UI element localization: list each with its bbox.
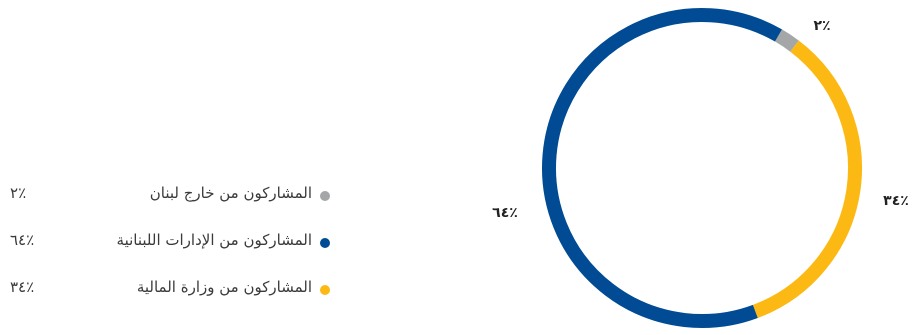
legend-label: المشاركون من خارج لبنان [149, 184, 312, 202]
donut-slice-1 [752, 40, 862, 318]
legend-dot-gray [320, 191, 330, 201]
legend-label: المشاركون من وزارة المالية [136, 278, 312, 296]
legend-label: المشاركون من الإدارات اللبنانية [116, 231, 312, 249]
legend-item-lebanese-administrations: المشاركون من الإدارات اللبنانية ٪٦٤ [0, 229, 330, 255]
legend-value: ٪٢ [10, 184, 27, 202]
legend-value: ٪٦٤ [10, 231, 35, 249]
slice-percent-label: ٪٣٤ [883, 193, 909, 209]
legend-value: ٪٣٤ [10, 278, 35, 296]
legend-dot-yellow [320, 285, 330, 295]
legend-dot-blue [320, 238, 330, 248]
donut-slice-2 [542, 8, 782, 328]
slice-percent-label: ٪٢ [813, 18, 830, 34]
slice-percent-label: ٪٦٤ [492, 205, 518, 221]
legend-item-ministry-of-finance: المشاركون من وزارة المالية ٪٣٤ [0, 276, 330, 302]
donut-slice-0 [774, 29, 799, 52]
legend-item-outside-lebanon: المشاركون من خارج لبنان ٪٢ [0, 182, 330, 208]
